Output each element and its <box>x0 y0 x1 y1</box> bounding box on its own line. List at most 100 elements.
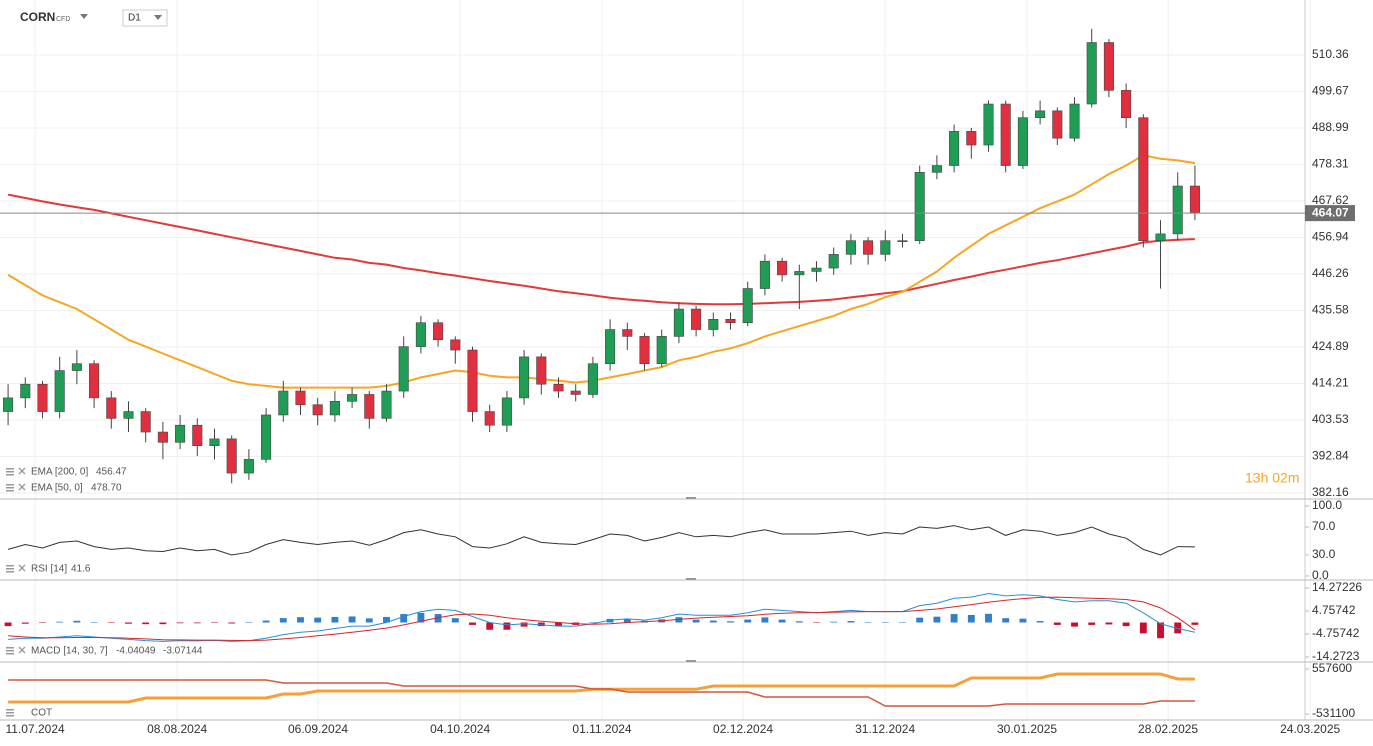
panel-handle[interactable] <box>686 497 696 499</box>
candle-body <box>742 288 753 324</box>
macd-histogram-bar <box>881 622 889 623</box>
macd-histogram-bar <box>795 621 803 623</box>
candle-body <box>587 363 598 395</box>
candle-body <box>433 322 444 341</box>
macd-histogram-bar <box>348 616 356 623</box>
candle-body <box>329 400 340 416</box>
candle-body <box>708 318 719 330</box>
grid <box>0 0 1311 720</box>
candle-body <box>897 240 908 242</box>
macd-histogram-bar <box>56 621 64 623</box>
y-tick-label: 446.26 <box>1312 266 1349 280</box>
macd-histogram-bar <box>1191 622 1199 625</box>
candle-body <box>175 424 186 443</box>
macd-histogram-bar <box>1157 622 1164 639</box>
macd-histogram-bar <box>1174 622 1182 634</box>
macd-histogram-bar <box>692 619 700 623</box>
macd-histogram-bar <box>400 614 408 623</box>
candle-body <box>261 414 272 460</box>
macd-histogram-bar <box>107 622 115 623</box>
y-tick-label: 0.0 <box>1312 568 1329 582</box>
legend-close-icons[interactable] <box>18 467 26 654</box>
legend-rsi: RSI [14] <box>31 564 67 575</box>
x-tick-label: 04.10.2024 <box>430 722 490 736</box>
candle-body <box>1172 185 1183 235</box>
legend-ema50-value: 478.70 <box>91 483 122 494</box>
timeframe[interactable]: D1 <box>128 13 141 24</box>
macd-histogram-bar <box>555 622 562 627</box>
candle-body <box>863 240 874 255</box>
timeframe-box[interactable] <box>122 9 168 27</box>
macd-histogram-bar <box>1002 618 1010 623</box>
macd-histogram-bar <box>985 613 992 623</box>
macd-histogram-bar <box>503 622 511 630</box>
x-tick-label: 24.03.2025 <box>1280 722 1340 736</box>
y-tick-label: 435.58 <box>1312 303 1349 317</box>
legend-ema50: EMA [50, 0] <box>31 483 83 494</box>
macd-histogram-bar <box>383 616 390 623</box>
macd-histogram-bar <box>297 617 304 623</box>
candle-body <box>1189 185 1200 214</box>
candle-body <box>450 339 461 351</box>
macd-histogram-bar <box>211 622 218 623</box>
symbol[interactable]: CORN <box>20 10 55 24</box>
candle-body <box>725 318 736 324</box>
candle-body <box>312 404 323 416</box>
indicator-line <box>8 679 1195 707</box>
candle-body <box>89 363 100 399</box>
y-tick-label: -4.75742 <box>1312 626 1360 640</box>
candle-body <box>37 383 48 412</box>
macd-histogram-bar <box>778 619 786 623</box>
candle-body <box>570 390 581 395</box>
macd-histogram-bar <box>21 622 29 624</box>
y-tick-label: 557600 <box>1312 661 1352 675</box>
candle-body <box>140 411 151 433</box>
candle-body <box>794 271 805 276</box>
candle-body <box>243 459 254 474</box>
candle-body <box>278 390 289 416</box>
candle-body <box>914 172 925 241</box>
macd-histogram-bar <box>90 622 98 623</box>
candle-body <box>639 336 650 365</box>
macd-histogram-bar <box>727 621 734 623</box>
candle-body <box>484 411 495 426</box>
candle-body <box>931 165 942 173</box>
legend-ema200-value: 456.47 <box>96 467 127 478</box>
x-tick-label: 08.08.2024 <box>147 722 207 736</box>
panel-handle[interactable] <box>686 578 696 580</box>
macd-histogram-bar <box>1053 622 1061 625</box>
macd-histogram-bar <box>1071 622 1078 627</box>
macd-histogram-bar <box>1036 621 1044 623</box>
macd-histogram-bar <box>899 622 906 623</box>
macd-histogram-bar <box>314 617 322 623</box>
macd-histogram-bar <box>142 622 150 625</box>
macd-histogram-bar <box>279 618 287 623</box>
candle-body <box>157 431 168 443</box>
macd-histogram-bar <box>331 616 339 623</box>
x-tick-label: 06.09.2024 <box>288 722 348 736</box>
macd-histogram-bar <box>916 617 924 623</box>
y-tick-label: 392.84 <box>1312 449 1349 463</box>
candle-body <box>811 267 822 272</box>
timeframe-dropdown[interactable] <box>154 15 162 20</box>
macd-histogram-bar <box>864 622 872 623</box>
y-tick-label: 478.31 <box>1312 157 1349 171</box>
y-tick-label: 4.75742 <box>1312 603 1356 617</box>
macd-histogram-bar <box>73 620 81 623</box>
candle-body <box>1121 90 1132 118</box>
legend-ema200: EMA [200, 0] <box>31 467 88 478</box>
candle-body <box>192 424 203 447</box>
macd-histogram-bar <box>176 622 184 624</box>
y-tick-label: 467.62 <box>1312 193 1349 207</box>
symbol-dropdown[interactable] <box>80 14 88 19</box>
instrument-type: CFD <box>56 16 70 23</box>
legend-signal-value: -3.07144 <box>163 646 203 657</box>
candle-body <box>106 397 117 419</box>
macd-histogram-bar <box>365 618 373 623</box>
legend-icons <box>6 468 14 717</box>
indicator-line <box>8 592 1196 642</box>
candle-body <box>71 363 82 371</box>
candle-body <box>949 131 960 166</box>
panel-handle[interactable] <box>686 660 696 662</box>
